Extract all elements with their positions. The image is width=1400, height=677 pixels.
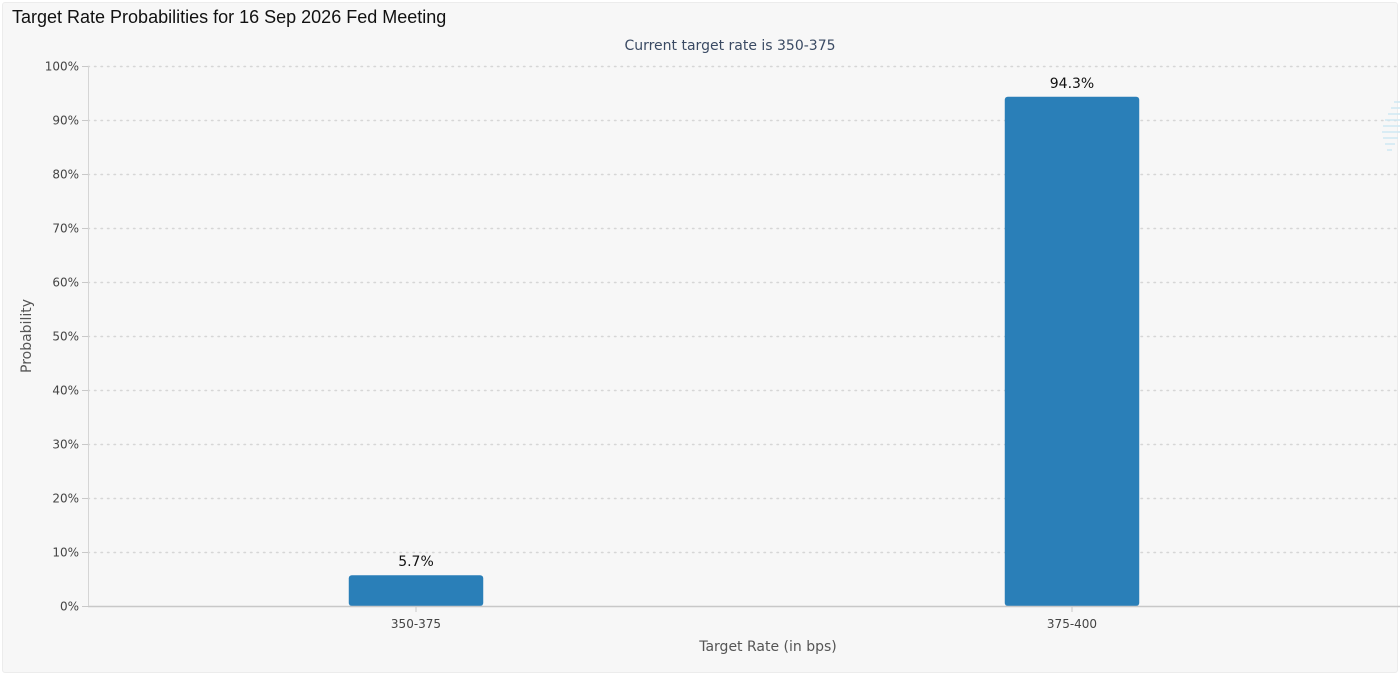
gridlines [87, 65, 1400, 554]
page-title: Target Rate Probabilities for 16 Sep 202… [12, 7, 447, 27]
x-axis-ticks: 350-375 375-400 [391, 606, 1097, 631]
y-tick-label: 80% [52, 168, 79, 182]
y-tick-label: 10% [52, 546, 79, 560]
y-tick-label: 50% [52, 330, 79, 344]
x-axis-title: Target Rate (in bps) [698, 639, 837, 655]
y-tick-label: 70% [52, 222, 79, 236]
y-tick-label: 100% [45, 60, 79, 74]
y-tick-label: 90% [52, 114, 79, 128]
data-label: 94.3% [1050, 76, 1094, 92]
y-axis-title: Probability [19, 299, 35, 373]
data-labels: 5.7% 94.3% [398, 76, 1094, 570]
y-tick-label: 20% [52, 492, 79, 506]
y-axis-ticks: 0% 10% 20% 30% 40% 50% 60% 70% 80% 90% 100% [45, 60, 88, 614]
y-tick-label: 0% [60, 600, 79, 614]
bar-350-375[interactable] [348, 575, 484, 606]
x-tick-label: 350-375 [391, 617, 441, 631]
bar-375-400[interactable] [1004, 96, 1140, 606]
y-tick-label: 30% [52, 438, 79, 452]
y-tick-label: 60% [52, 276, 79, 290]
chart-subtitle: Current target rate is 350-375 [624, 38, 835, 54]
x-tick-label: 375-400 [1047, 617, 1097, 631]
bars [348, 96, 1140, 606]
y-tick-label: 40% [52, 384, 79, 398]
data-label: 5.7% [398, 554, 434, 570]
decorative-stripes-icon [1382, 101, 1400, 151]
